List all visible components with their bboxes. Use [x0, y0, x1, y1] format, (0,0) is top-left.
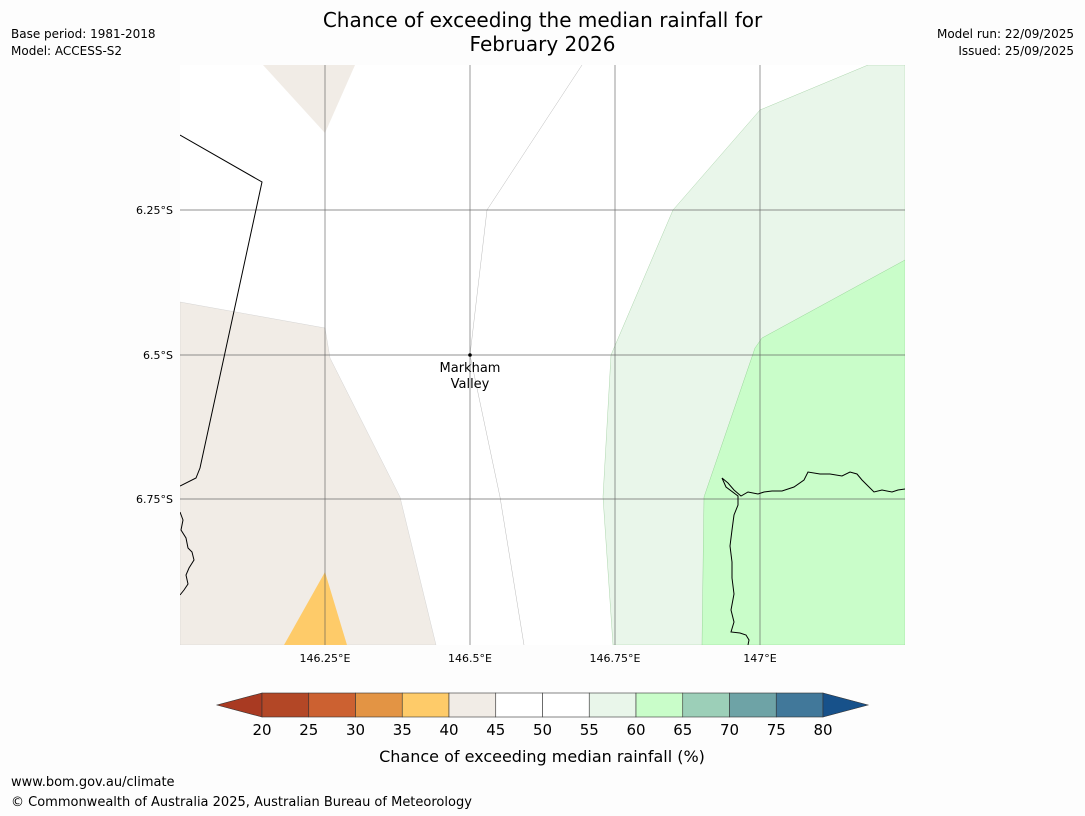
- colorbar-segment: [635, 692, 684, 718]
- lon-label-146-75: 146.75°E: [590, 652, 641, 665]
- lat-label-6-75: 6.75°S: [136, 493, 173, 506]
- colorbar-tick-label: 20: [252, 721, 271, 739]
- colorbar-tick-label: 45: [486, 721, 505, 739]
- colorbar-tick-label: 55: [580, 721, 599, 739]
- colorbar-tick-label: 35: [393, 721, 412, 739]
- model-run: Model run: 22/09/2025: [936, 27, 1074, 41]
- issued-date: Issued: 25/09/2025: [958, 44, 1074, 58]
- river-left: [180, 511, 195, 596]
- band-60-65: [701, 259, 905, 645]
- footer-url: www.bom.gov.au/climate: [11, 775, 175, 790]
- colorbar-segment: [401, 692, 450, 718]
- colorbar-segment: [308, 692, 356, 718]
- band-40-45-top: [263, 65, 355, 133]
- lat-label-6-5: 6.5°S: [143, 349, 173, 362]
- colorbar-tick-label: 30: [346, 721, 365, 739]
- colorbar-segment: [261, 692, 310, 718]
- grid-lines: [180, 65, 905, 645]
- place-label-line-2: Valley: [451, 377, 490, 392]
- colorbar-segment: [355, 692, 403, 718]
- province-boundary: [180, 134, 263, 487]
- colorbar-extend-low: [215, 692, 263, 718]
- lon-label-146-5: 146.5°E: [448, 652, 492, 665]
- colorbar-segment: [495, 692, 543, 718]
- colorbar: 20 25 30 35 40 45 50 55 60 65 70 75 80: [215, 692, 870, 739]
- meta-right: Model run: 22/09/2025 Issued: 25/09/2025: [937, 26, 1074, 60]
- base-period: Base period: 1981-2018: [11, 27, 156, 41]
- colorbar-tick-label: 40: [439, 721, 458, 739]
- footer-copyright: © Commonwealth of Australia 2025, Austra…: [11, 795, 472, 810]
- band-35-40: [284, 572, 347, 645]
- page-title: Chance of exceeding the median rainfall …: [0, 8, 1085, 56]
- coastline: [721, 471, 905, 645]
- title-line-1: Chance of exceeding the median rainfall …: [322, 8, 763, 32]
- colorbar-tick-label: 75: [767, 721, 786, 739]
- map-area: Markham Valley: [180, 65, 905, 645]
- colorbar-tick-label: 65: [673, 721, 692, 739]
- colorbar-tick-label: 70: [720, 721, 739, 739]
- colorbar-tick-label: 50: [533, 721, 552, 739]
- lon-label-146-25: 146.25°E: [300, 652, 351, 665]
- colorbar-label: Chance of exceeding median rainfall (%): [379, 747, 705, 766]
- colorbar-segment: [729, 692, 777, 718]
- colorbar-segment: [448, 692, 497, 718]
- colorbar-extend-high: [822, 692, 870, 718]
- lon-label-147: 147°E: [743, 652, 776, 665]
- model-name: Model: ACCESS-S2: [11, 44, 123, 58]
- colorbar-tick-label: 60: [626, 721, 645, 739]
- place-label-line-1: Markham: [440, 361, 501, 376]
- colorbar-segment: [682, 692, 730, 718]
- colorbar-segment: [775, 692, 824, 718]
- colorbar-segment: [588, 692, 637, 718]
- colorbar-tick-label: 25: [299, 721, 318, 739]
- lat-label-6-25: 6.25°S: [136, 204, 173, 217]
- colorbar-tick-label: 80: [813, 721, 832, 739]
- title-line-2: February 2026: [469, 32, 616, 56]
- meta-left: Base period: 1981-2018 Model: ACCESS-S2: [11, 26, 156, 60]
- place-marker: [468, 353, 472, 357]
- colorbar-segment: [542, 692, 590, 718]
